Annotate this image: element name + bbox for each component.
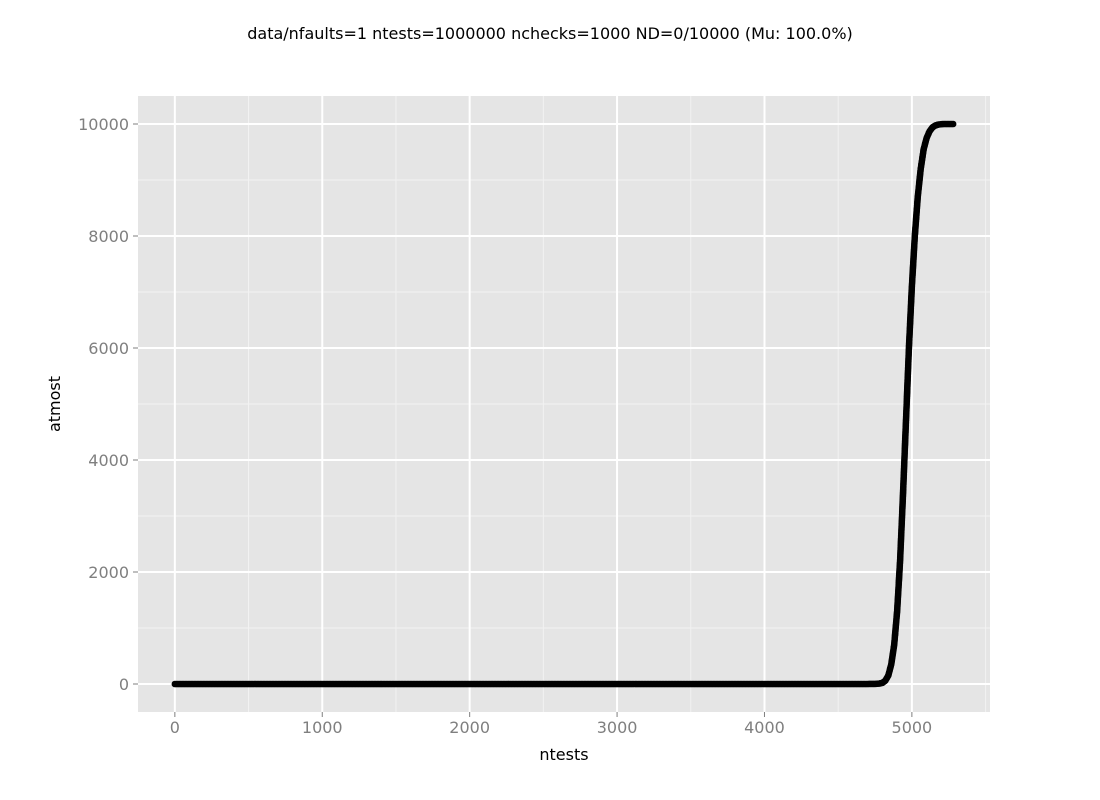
axis-tick-labels: 0 1000 2000 3000 4000 5000 0 2000 4000 6000 8000 10… [78,115,932,737]
x-tick-label: 2000 [449,718,490,737]
axis-ticks [133,123,913,717]
y-tick-label: 6000 [88,339,129,358]
x-tick-label: 5000 [892,718,933,737]
x-tick-label: 4000 [744,718,785,737]
y-tick-label: 0 [119,675,129,694]
y-tick-label: 8000 [88,227,129,246]
chart-title: data/nfaults=1 ntests=1000000 nchecks=10… [247,24,853,43]
minor-gridlines [138,96,990,712]
x-tick-label: 1000 [302,718,343,737]
x-tick-label: 3000 [597,718,638,737]
x-axis-label: ntests [539,745,588,764]
x-tick-label: 0 [170,718,180,737]
data-point [949,120,957,128]
y-tick-label: 2000 [88,563,129,582]
data-points [171,120,957,688]
y-axis-label: atmost [45,376,64,432]
y-tick-label: 4000 [88,451,129,470]
y-tick-label: 10000 [78,115,129,134]
